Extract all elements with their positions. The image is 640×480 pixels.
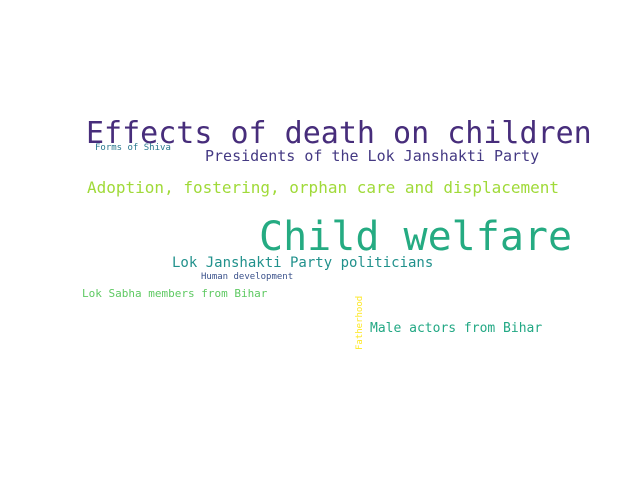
word-effects-of-death-on-children: Effects of death on children <box>86 116 592 151</box>
word-adoption-fostering-orphan-care: Adoption, fostering, orphan care and dis… <box>87 178 560 197</box>
word-male-actors-from-bihar: Male actors from Bihar <box>370 321 543 336</box>
word-lok-sabha-members-from-bihar: Lok Sabha members from Bihar <box>82 287 268 300</box>
word-human-development: Human development <box>201 272 294 282</box>
word-presidents-of-lok-janshakti-party: Presidents of the Lok Janshakti Party <box>205 147 540 165</box>
word-child-welfare: Child welfare <box>259 214 573 260</box>
word-forms-of-shiva: Forms of Shiva <box>95 143 171 153</box>
word-fatherhood: Fatherhood <box>355 295 365 350</box>
word-lok-janshakti-party-politicians: Lok Janshakti Party politicians <box>172 255 434 271</box>
